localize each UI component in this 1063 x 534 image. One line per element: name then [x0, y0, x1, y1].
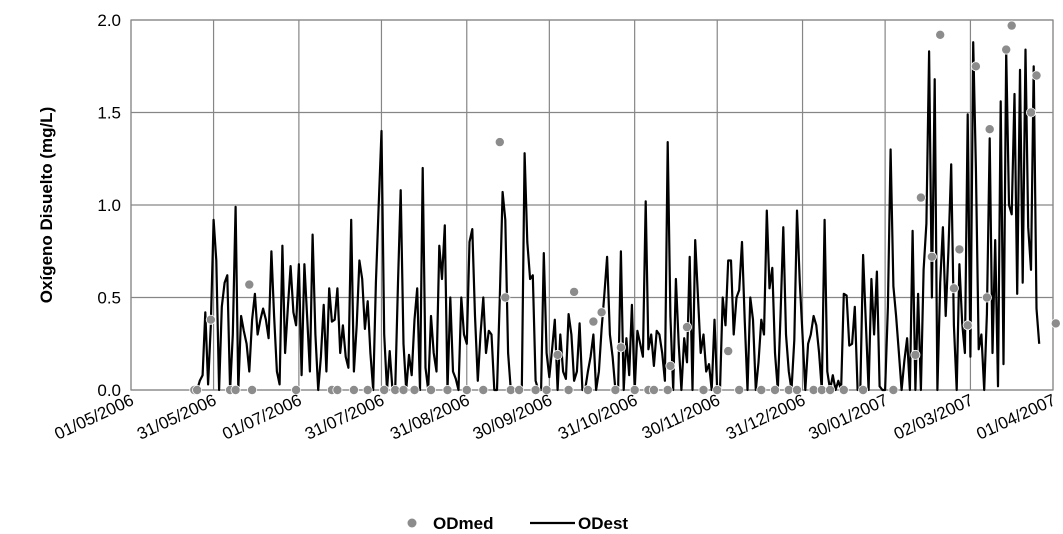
odmed-point-38 [665, 360, 676, 371]
x-tick-label-7: 30/11/2006 [639, 390, 723, 443]
legend-odmed-marker [407, 518, 417, 528]
x-tick-label-11: 01/04/2007 [974, 390, 1059, 443]
odmed-point-13 [390, 384, 401, 395]
y-tick-label-4: 2.0 [97, 11, 121, 30]
odmed-point-10 [348, 384, 359, 395]
odmed-scatter-series [189, 20, 1061, 395]
odmed-point-60 [962, 320, 973, 331]
x-tick-label-6: 31/10/2006 [555, 390, 640, 443]
odmed-point-21 [500, 292, 511, 303]
x-tick-label-5: 30/09/2006 [470, 390, 555, 443]
odmed-point-61 [970, 61, 981, 72]
y-axis-tick-labels: 0.0 0.5 1.0 1.5 2.0 [97, 11, 121, 400]
odmed-point-29 [582, 384, 593, 395]
x-tick-label-9: 30/01/2007 [806, 390, 891, 443]
odmed-point-53 [888, 384, 899, 395]
odmed-point-26 [552, 349, 563, 360]
odmed-point-6 [247, 384, 258, 395]
odmed-point-2 [205, 314, 216, 325]
y-tick-label-0: 0.0 [97, 381, 121, 400]
odmed-point-36 [648, 384, 659, 395]
odmed-point-9 [332, 384, 343, 395]
odmed-point-15 [409, 384, 420, 395]
legend-odmed-label: ODmed [433, 514, 493, 533]
odmed-point-11 [362, 384, 373, 395]
odmed-point-31 [596, 307, 607, 318]
odmed-point-27 [563, 384, 574, 395]
odest-line [194, 41, 1041, 392]
odmed-point-12 [379, 384, 390, 395]
odmed-point-4 [230, 384, 241, 395]
legend-odest-label: ODest [578, 514, 628, 533]
odmed-point-66 [1026, 107, 1037, 118]
odmed-point-41 [712, 384, 723, 395]
odmed-point-55 [915, 192, 926, 203]
odmed-point-19 [478, 384, 489, 395]
odmed-point-45 [770, 384, 781, 395]
odmed-point-58 [948, 283, 959, 294]
odmed-point-51 [838, 384, 849, 395]
odmed-point-50 [825, 384, 836, 395]
odmed-point-30 [588, 316, 599, 327]
y-axis-title: Oxígeno Disuelto (mg/L) [37, 107, 56, 303]
odmed-point-68 [1050, 318, 1061, 329]
odmed-point-18 [461, 384, 472, 395]
odmed-point-64 [1001, 44, 1012, 55]
odmed-point-20 [494, 137, 505, 148]
odmed-point-57 [935, 29, 946, 40]
odmed-point-16 [425, 384, 436, 395]
odmed-point-7 [291, 384, 302, 395]
y-tick-label-1: 0.5 [97, 289, 121, 308]
odmed-point-24 [530, 384, 541, 395]
odmed-point-22 [505, 384, 516, 395]
odmed-point-63 [984, 124, 995, 135]
odmed-point-39 [682, 322, 693, 333]
odmed-point-42 [723, 346, 734, 357]
odmed-point-33 [615, 342, 626, 353]
odmed-point-44 [756, 384, 767, 395]
y-tick-label-3: 1.5 [97, 104, 121, 123]
x-tick-label-2: 01/07/2006 [219, 390, 304, 443]
legend-item-odmed: ODmed [407, 514, 493, 533]
x-tick-label-1: 31/05/2006 [134, 390, 219, 443]
odmed-point-14 [398, 384, 409, 395]
odmed-point-49 [816, 384, 827, 395]
legend-item-odest: ODest [530, 514, 628, 533]
odmed-point-65 [1006, 20, 1017, 31]
odmed-point-67 [1031, 70, 1042, 81]
odmed-point-54 [910, 349, 921, 360]
odmed-point-5 [244, 279, 255, 290]
x-tick-label-10: 02/03/2007 [891, 390, 976, 443]
odmed-point-37 [662, 384, 673, 395]
odmed-point-1 [192, 384, 203, 395]
odest-line-series [194, 41, 1041, 392]
odmed-point-56 [926, 251, 937, 262]
odmed-point-32 [610, 384, 621, 395]
odmed-point-17 [442, 384, 453, 395]
odmed-point-59 [954, 244, 965, 255]
legend: ODmed ODest [407, 514, 628, 533]
x-tick-label-4: 31/08/2006 [387, 390, 472, 443]
odmed-point-47 [792, 384, 803, 395]
x-tick-label-3: 31/07/2006 [302, 390, 387, 443]
odmed-point-62 [981, 292, 992, 303]
odmed-point-23 [514, 384, 525, 395]
odmed-point-40 [698, 384, 709, 395]
odmed-point-25 [541, 384, 552, 395]
y-tick-label-2: 1.0 [97, 196, 121, 215]
odmed-point-28 [569, 286, 580, 297]
odmed-point-43 [734, 384, 745, 395]
odmed-point-34 [629, 384, 640, 395]
x-tick-label-8: 31/12/2006 [723, 390, 808, 443]
x-tick-label-0: 01/05/2006 [52, 390, 137, 443]
odmed-point-52 [858, 384, 869, 395]
